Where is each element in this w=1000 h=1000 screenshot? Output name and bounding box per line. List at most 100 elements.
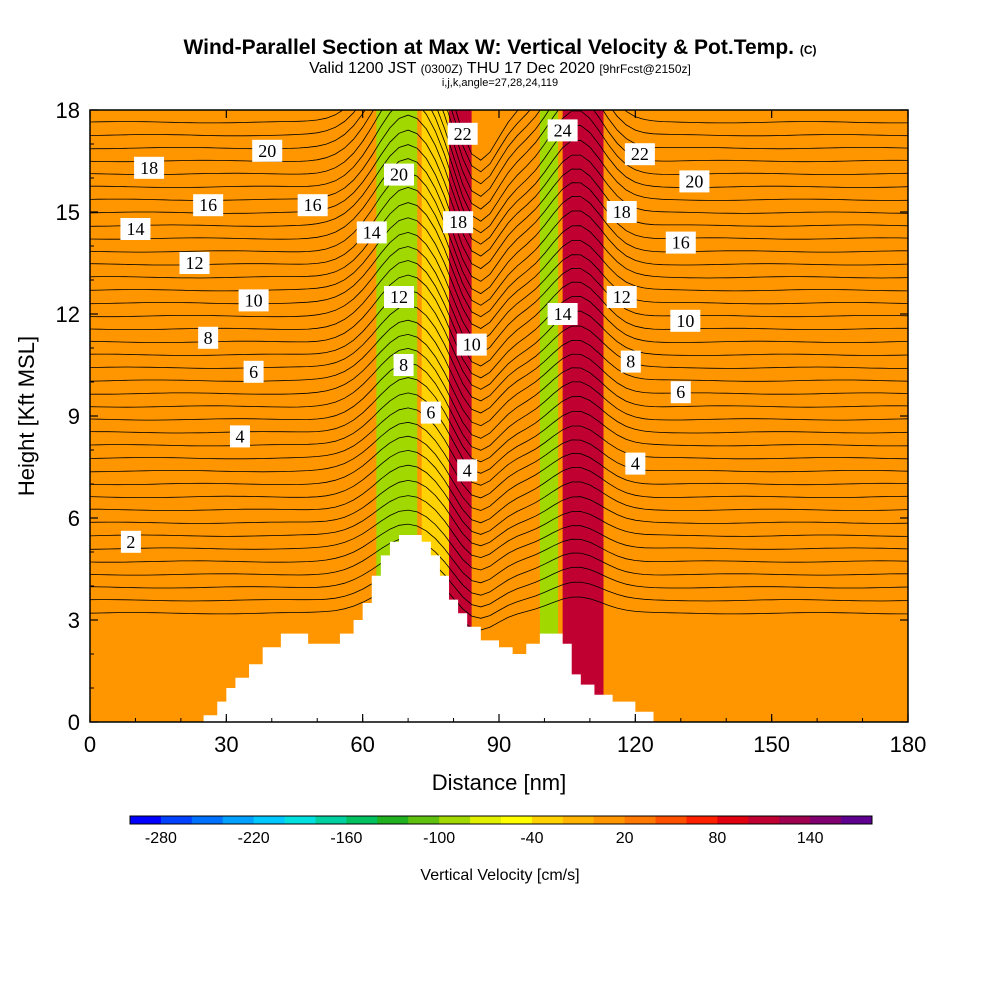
contour-label-7: 16 xyxy=(193,194,224,217)
x-tick-label: 60 xyxy=(350,732,374,757)
theta-contour-35 xyxy=(90,110,908,210)
colorbar-tick-label: 140 xyxy=(797,830,824,847)
contour-label-box xyxy=(420,401,441,424)
contour-label-text: 14 xyxy=(126,219,144,239)
contour-label-8: 16 xyxy=(297,194,328,217)
colorbar-swatch xyxy=(686,816,718,824)
contour-label-box xyxy=(238,289,269,312)
contour-label-17: 10 xyxy=(456,333,487,356)
contour-label-30: 6 xyxy=(670,381,691,404)
theta-contour-27 xyxy=(90,186,908,306)
chart-title: Wind-Parallel Section at Max W: Vertical… xyxy=(0,36,1000,60)
contour-label-text: 16 xyxy=(199,195,217,215)
theta-contour-38 xyxy=(90,110,908,173)
contour-label-text: 12 xyxy=(613,287,631,307)
theta-contour-12 xyxy=(90,407,908,486)
velocity-band-6 xyxy=(562,110,604,722)
contour-label-9: 18 xyxy=(134,156,165,179)
contour-label-13: 12 xyxy=(384,286,415,308)
colorbar-swatch xyxy=(284,816,316,824)
contour-label-15: 6 xyxy=(420,401,441,424)
x-tick-label: 120 xyxy=(617,732,654,757)
contour-label-text: 20 xyxy=(390,165,408,185)
colorbar: -280 -220 -160 -100 -40 20 80 140 xyxy=(129,815,873,847)
contour-label-text: 6 xyxy=(426,403,435,423)
colorbar-swatch xyxy=(748,816,780,824)
contour-label-16: 4 xyxy=(457,459,478,482)
theta-contour-24 xyxy=(90,231,908,342)
theta-contour-37 xyxy=(90,110,908,185)
theta-contour-31 xyxy=(90,129,908,257)
y-tick-label: 0 xyxy=(68,710,80,735)
colorbar-swatch xyxy=(346,816,378,824)
theta-contour-5 xyxy=(90,509,908,571)
y-axis-label: Height [Kft MSL] xyxy=(14,336,39,496)
colorbar-tick-label: -160 xyxy=(330,830,362,847)
contour-label-text: 18 xyxy=(140,158,158,178)
theta-contour-23 xyxy=(90,246,908,354)
velocity-band-0 xyxy=(90,110,372,722)
theta-contour-8 xyxy=(90,464,908,535)
theta-contour-26 xyxy=(90,202,908,318)
valid-date: THU 17 Dec 2020 xyxy=(466,60,595,77)
contour-label-box xyxy=(670,381,691,404)
contour-label-box xyxy=(547,119,578,142)
potential-temperature-contours xyxy=(90,110,908,631)
theta-contour-17 xyxy=(90,333,908,427)
contour-label-box xyxy=(252,139,283,162)
colorbar-frame xyxy=(129,815,873,825)
theta-contour-9 xyxy=(90,449,908,524)
contour-label-text: 6 xyxy=(676,382,685,402)
contour-label-box xyxy=(547,303,578,325)
theta-contour-25 xyxy=(90,217,908,329)
contour-label-text: 10 xyxy=(676,311,694,331)
contour-label-26: 4 xyxy=(625,452,646,475)
contour-label-29: 10 xyxy=(670,309,701,332)
contour-label-text: 22 xyxy=(631,144,649,164)
contour-label-text: 12 xyxy=(186,253,204,273)
x-tick-label: 0 xyxy=(84,732,96,757)
velocity-band-5 xyxy=(539,110,559,722)
contour-label-22: 22 xyxy=(624,143,655,166)
forecast-info: [9hrFcst@2150z] xyxy=(599,62,691,76)
theta-contour-1 xyxy=(90,567,908,619)
theta-contour-3 xyxy=(90,537,908,596)
contour-label-text: 8 xyxy=(204,328,213,348)
theta-contour-20 xyxy=(90,289,908,390)
colorbar-swatch xyxy=(810,816,842,824)
contour-label-24: 12 xyxy=(606,286,637,308)
theta-contour-11 xyxy=(90,421,908,499)
contour-label-18: 18 xyxy=(443,211,474,234)
colorbar-swatch xyxy=(841,816,873,824)
contour-label-box xyxy=(297,194,328,217)
contour-label-box xyxy=(670,309,701,332)
theta-contour-32 xyxy=(90,114,908,245)
contour-label-box xyxy=(384,163,415,186)
terrain-mask xyxy=(90,535,654,722)
contour-label-text: 8 xyxy=(626,352,635,372)
theta-contour-29 xyxy=(90,158,908,282)
contour-label-text: 4 xyxy=(631,454,640,474)
contour-label-text: 18 xyxy=(449,212,467,232)
colorbar-tick-label: -100 xyxy=(423,830,455,847)
colorbar-swatch xyxy=(779,816,811,824)
x-tick-label: 150 xyxy=(753,732,790,757)
contour-label-box xyxy=(625,452,646,475)
contour-label-text: 14 xyxy=(363,222,381,242)
colorbar-swatch xyxy=(253,816,286,824)
colorbar-tick-label: -40 xyxy=(520,830,543,847)
contour-label-28: 16 xyxy=(665,231,696,254)
colorbar-tick-label: 20 xyxy=(616,830,634,847)
colorbar-tick-label: -280 xyxy=(145,830,177,847)
axes: 0 30 60 90 120 150 180 0 3 6 9 12 15 18 xyxy=(56,98,927,757)
contour-label-11: 20 xyxy=(384,163,415,186)
colorbar-swatch xyxy=(531,816,564,824)
x-tick-label: 90 xyxy=(487,732,511,757)
valid-time: Valid 1200 JST xyxy=(309,60,417,77)
theta-contour-39 xyxy=(153,110,899,161)
velocity-band-4 xyxy=(471,110,540,722)
colorbar-swatch xyxy=(470,816,502,824)
theta-contour-30 xyxy=(90,144,908,270)
contour-label-box xyxy=(384,286,415,308)
